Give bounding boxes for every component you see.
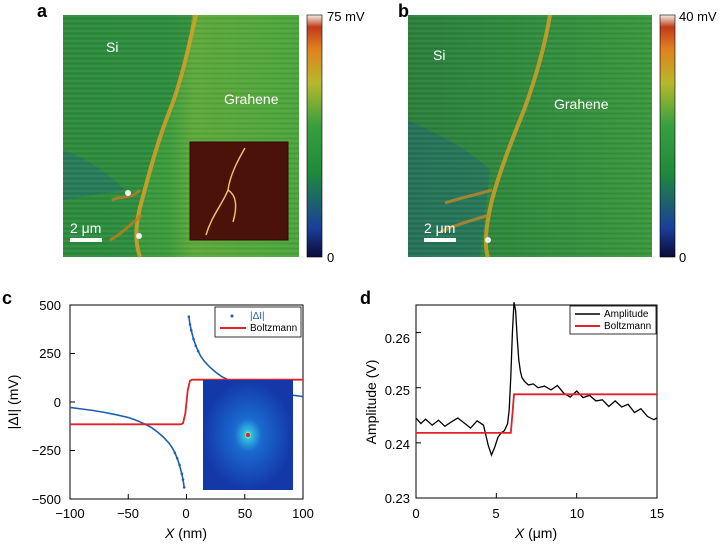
panel-c-legend-fit: Boltzmann (250, 323, 297, 334)
panel-a-colorbar (306, 14, 323, 258)
panel-b-colorbar (659, 14, 676, 258)
panel-d-series-amplitude (415, 302, 658, 457)
panel-c-data-curve-left (69, 406, 185, 488)
panel-c-data-point (173, 451, 177, 455)
panel-c-xtick: −100 (55, 506, 84, 521)
panel-b-colorbar-min: 0 (679, 250, 686, 265)
panel-d-ytick: 0.26 (385, 331, 410, 346)
panel-a-colorbar-min: 0 (327, 250, 334, 265)
panel-b-boundary (483, 14, 552, 258)
panel-a-scalebar-label: 2 μm (70, 220, 101, 236)
panel-d-legend (569, 305, 657, 335)
panel-c-data-point (181, 478, 185, 481)
panel-c-xtick: −50 (117, 506, 139, 521)
panel-c-data-point (189, 328, 193, 332)
panel-a-graphene-label: Grahene (224, 91, 279, 107)
panel-a: a Si Grahene 2 μm 75 mV 0 (37, 1, 365, 265)
panel-b-scalebar (424, 238, 456, 242)
panel-c-data-point (194, 344, 198, 348)
panel-b-colorbar-max: 40 mV (679, 9, 717, 24)
panel-c-ytick: −250 (32, 443, 61, 458)
panel-d-xtick: 15 (650, 506, 664, 521)
panel-d-ytick: 0.23 (385, 491, 410, 506)
panel-c-xtick: 100 (292, 506, 314, 521)
panel-a-scalebar (70, 238, 102, 242)
panel-d-legend-fit: Boltzmann (604, 321, 651, 332)
panel-d-axes (415, 304, 658, 499)
panel-c-data-point (180, 472, 184, 476)
panel-c-data-point (192, 337, 195, 341)
panel-d-xtick: 0 (412, 506, 419, 521)
panel-c-legend (214, 306, 302, 338)
panel-c-xtick: 0 (182, 506, 189, 521)
panel-c-data-point (182, 486, 186, 489)
panel-c-ytick: 250 (39, 346, 61, 361)
panel-c-data-point (187, 315, 191, 318)
panel-a-si-label: Si (106, 39, 118, 55)
panel-d-series-boltzmann (416, 393, 657, 434)
panel-c-data-point (175, 456, 179, 460)
panel-d-plot-area (415, 302, 658, 457)
panel-a-inset-topography (189, 141, 289, 241)
panel-d-xlabel: X (μm) (514, 525, 557, 541)
panel-d-xtick: 5 (492, 506, 499, 521)
panel-d-legend-data: Amplitude (604, 309, 649, 320)
panel-c: c 500 250 0 −250 −500 −100 −50 0 50 100 … (2, 288, 314, 541)
panel-a-boundary (134, 14, 198, 258)
panel-c-xtick: 50 (238, 506, 252, 521)
panel-a-colorbar-max: 75 mV (327, 9, 365, 24)
panel-c-xlabel: X (nm) (164, 525, 207, 541)
panel-c-data-point (178, 463, 181, 467)
panel-a-label: a (37, 1, 48, 21)
panel-c-ylabel: |ΔI| (mV) (5, 375, 21, 430)
panel-b-si-label: Si (433, 47, 445, 63)
panel-c-label: c (2, 288, 12, 308)
panel-c-ytick: 500 (39, 298, 61, 313)
panel-c-ytick: −500 (32, 492, 61, 507)
panel-b: b Si Grahene 2 μm 40 mV 0 (398, 1, 717, 265)
panel-d: d 0.26 0.25 0.24 0.23 0 5 10 15 X (μm) A… (360, 288, 664, 541)
panel-c-data-point (196, 349, 200, 353)
panel-c-legend-data: |ΔI| (250, 311, 265, 322)
panel-c-legend-dot-swatch (230, 314, 234, 318)
panel-c-ytick: 0 (54, 395, 61, 410)
panel-c-series-boltzmann (70, 378, 303, 426)
panel-b-label: b (398, 1, 409, 21)
panel-a-inset-feature (205, 147, 246, 236)
panel-d-ytick: 0.25 (385, 383, 410, 398)
panel-d-xtick: 10 (570, 506, 584, 521)
panel-b-graphene-label: Grahene (554, 96, 609, 112)
panel-c-data-point (188, 323, 192, 326)
panel-b-scalebar-label: 2 μm (424, 220, 455, 236)
panel-d-ylabel: Amplitude (V) (363, 360, 379, 445)
panel-d-ytick: 0.24 (385, 437, 410, 452)
panel-d-label: d (360, 288, 371, 308)
